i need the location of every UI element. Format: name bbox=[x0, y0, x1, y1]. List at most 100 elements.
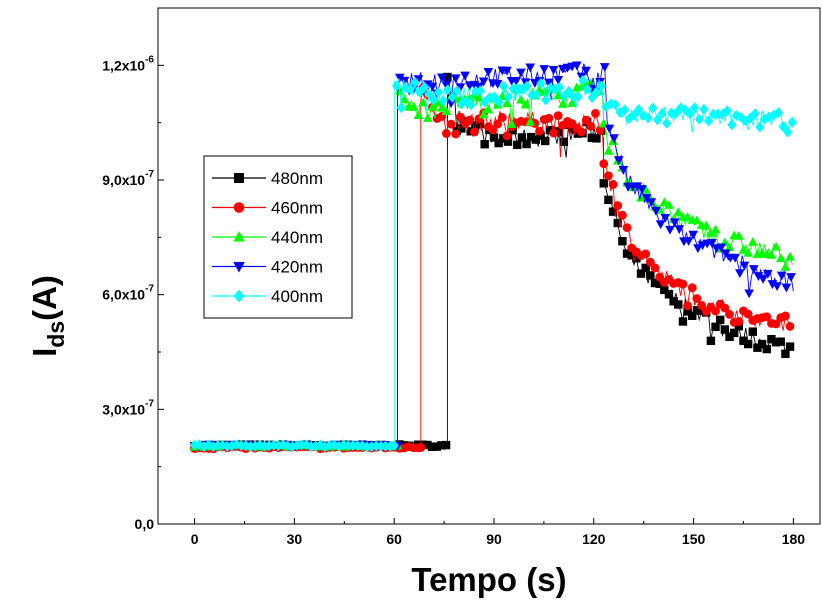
legend-marker bbox=[233, 289, 245, 303]
data-point bbox=[734, 269, 745, 279]
data-point bbox=[550, 83, 560, 95]
data-point bbox=[657, 108, 667, 119]
data-point bbox=[494, 96, 504, 108]
legend-label: 480nm bbox=[271, 169, 323, 188]
data-point bbox=[536, 78, 546, 89]
data-point bbox=[716, 315, 725, 325]
data-point bbox=[692, 215, 702, 225]
data-point bbox=[483, 104, 494, 114]
data-point bbox=[413, 75, 424, 85]
data-point bbox=[734, 230, 744, 240]
data-point bbox=[776, 337, 785, 346]
data-point bbox=[762, 269, 773, 279]
data-point bbox=[587, 92, 597, 104]
data-point bbox=[743, 309, 753, 319]
data-point bbox=[227, 440, 237, 452]
y-axis-ticks: 0,0 3,0x10-7 6,0x10-7 9,0x10-7 1,2x10-6 bbox=[102, 54, 164, 532]
data-point bbox=[581, 66, 591, 76]
data-point bbox=[665, 225, 675, 235]
data-point bbox=[502, 66, 512, 76]
data-point bbox=[389, 440, 399, 452]
data-point bbox=[592, 86, 602, 98]
data-point bbox=[357, 440, 367, 452]
data-point bbox=[395, 73, 405, 83]
data-point bbox=[618, 237, 627, 246]
data-point bbox=[497, 113, 507, 122]
data-point bbox=[610, 99, 621, 111]
data-point bbox=[785, 342, 795, 351]
data-point bbox=[531, 89, 541, 101]
data-point bbox=[771, 338, 781, 347]
data-point bbox=[747, 237, 758, 246]
data-point bbox=[750, 108, 760, 120]
data-point bbox=[743, 339, 753, 349]
x-axis-ticks: 0 30 60 90 120 150 180 bbox=[191, 518, 805, 547]
data-point bbox=[571, 61, 582, 71]
data-point bbox=[436, 102, 447, 112]
data-point bbox=[716, 243, 727, 253]
data-point bbox=[199, 441, 209, 453]
data-point bbox=[432, 442, 441, 451]
data-point bbox=[581, 115, 591, 125]
data-point bbox=[601, 101, 611, 113]
data-point bbox=[778, 121, 788, 133]
data-point bbox=[664, 200, 674, 209]
data-point bbox=[648, 102, 658, 114]
data-point bbox=[741, 115, 751, 127]
data-point bbox=[659, 197, 670, 207]
data-point bbox=[613, 156, 624, 166]
data-point bbox=[483, 67, 494, 77]
x-tick-label: 120 bbox=[582, 531, 606, 547]
data-point bbox=[636, 269, 646, 278]
y-tick-label: 9,0x10-7 bbox=[102, 169, 154, 188]
data-point bbox=[673, 207, 684, 216]
data-point bbox=[755, 121, 765, 133]
y-axis-title-main: I bbox=[26, 348, 63, 357]
data-point bbox=[701, 220, 712, 230]
data-point bbox=[540, 94, 551, 106]
data-point bbox=[646, 198, 657, 208]
y-axis-title-subscript: ds bbox=[43, 321, 69, 348]
data-point bbox=[405, 83, 416, 95]
data-point bbox=[678, 279, 688, 289]
data-point bbox=[781, 283, 792, 293]
data-point bbox=[520, 99, 531, 109]
data-point bbox=[531, 135, 541, 144]
data-point bbox=[213, 439, 223, 451]
data-point bbox=[203, 439, 214, 451]
legend-item-440nm: 440nm bbox=[212, 228, 323, 247]
data-point bbox=[437, 441, 446, 450]
y-tick-label: 0,0 bbox=[135, 516, 155, 532]
data-point bbox=[522, 80, 532, 92]
data-point bbox=[786, 273, 796, 282]
data-point bbox=[641, 263, 650, 273]
data-point bbox=[725, 332, 734, 341]
data-point bbox=[618, 166, 629, 175]
data-point bbox=[443, 72, 452, 82]
data-point bbox=[729, 328, 739, 338]
data-point bbox=[776, 271, 787, 281]
data-point bbox=[493, 119, 503, 129]
data-point bbox=[489, 91, 499, 103]
data-point bbox=[608, 207, 618, 216]
data-point bbox=[582, 83, 593, 95]
data-point bbox=[764, 111, 774, 123]
data-point bbox=[652, 114, 662, 126]
data-point bbox=[503, 91, 513, 103]
data-point bbox=[767, 335, 776, 344]
data-point bbox=[669, 297, 678, 306]
data-point bbox=[559, 137, 569, 146]
data-point bbox=[525, 63, 536, 73]
legend-label: 400nm bbox=[271, 287, 323, 306]
data-point bbox=[391, 80, 402, 92]
data-point bbox=[545, 82, 555, 94]
data-point bbox=[587, 133, 596, 142]
legend-marker bbox=[233, 202, 245, 213]
legend-marker bbox=[234, 173, 244, 183]
data-point bbox=[710, 224, 721, 234]
data-point bbox=[494, 138, 503, 148]
data-point bbox=[433, 86, 444, 98]
data-point bbox=[536, 131, 545, 140]
data-point bbox=[734, 321, 744, 331]
